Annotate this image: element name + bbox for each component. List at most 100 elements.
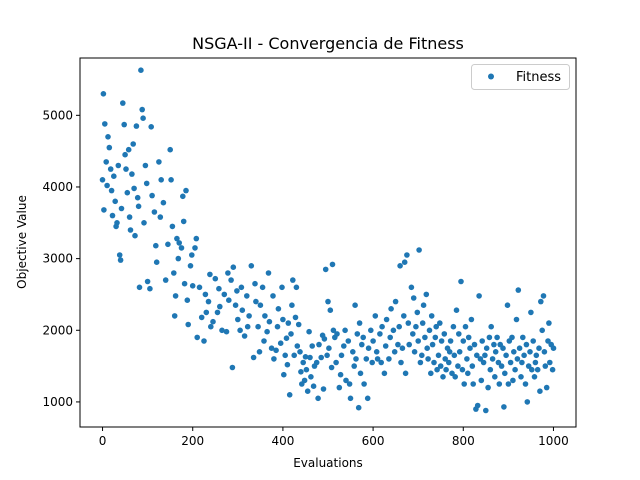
data-point <box>498 363 505 369</box>
data-point <box>410 331 416 337</box>
data-point <box>334 331 340 337</box>
data-point <box>246 313 252 319</box>
data-point <box>423 291 430 298</box>
data-point <box>192 245 198 251</box>
data-point <box>381 370 388 377</box>
data-point <box>106 144 113 151</box>
data-point <box>503 352 509 359</box>
data-point <box>268 345 275 352</box>
data-point <box>318 354 325 361</box>
data-point <box>539 327 545 334</box>
data-point <box>280 316 286 323</box>
data-point <box>382 343 389 349</box>
data-point <box>406 341 413 348</box>
data-point <box>275 306 282 312</box>
data-point <box>125 146 132 153</box>
data-point <box>377 331 383 337</box>
data-point <box>266 318 273 325</box>
data-point <box>357 370 364 377</box>
data-point <box>369 359 376 366</box>
data-point <box>295 321 302 328</box>
data-point <box>471 341 478 348</box>
data-point <box>478 377 485 384</box>
data-point <box>165 241 171 248</box>
data-point <box>221 291 228 298</box>
data-point <box>238 284 245 291</box>
data-point <box>528 309 534 316</box>
data-point <box>202 291 209 298</box>
data-point <box>144 278 151 285</box>
data-point <box>171 270 177 276</box>
data-point <box>294 343 301 349</box>
data-point <box>180 193 186 200</box>
data-point <box>114 220 120 226</box>
data-point <box>248 263 255 269</box>
data-point <box>395 341 401 348</box>
data-point <box>184 297 191 304</box>
data-point <box>397 263 403 269</box>
y-tick-label: 5000 <box>42 108 73 122</box>
data-point <box>219 327 225 334</box>
data-point <box>259 284 266 291</box>
data-point <box>244 293 250 299</box>
data-point <box>441 331 448 337</box>
data-point <box>300 359 307 366</box>
data-point <box>451 352 458 359</box>
data-point <box>330 327 337 334</box>
data-point <box>477 356 484 362</box>
data-point <box>433 323 440 330</box>
data-point <box>157 214 164 220</box>
data-point <box>401 313 407 319</box>
data-point <box>347 395 354 402</box>
data-point <box>313 359 320 366</box>
data-point <box>308 374 314 380</box>
data-point <box>434 366 440 373</box>
data-point <box>530 338 536 344</box>
data-point <box>422 334 428 341</box>
data-point <box>271 356 277 362</box>
data-point <box>420 302 427 309</box>
data-point <box>292 314 299 321</box>
data-point <box>546 320 552 326</box>
data-point <box>511 349 517 355</box>
data-point <box>396 323 403 330</box>
data-point <box>151 209 158 215</box>
data-point <box>234 288 240 294</box>
data-point <box>147 285 153 292</box>
data-point <box>386 356 392 362</box>
data-point <box>255 323 261 330</box>
data-point <box>129 171 135 177</box>
data-point <box>282 352 289 359</box>
data-point <box>453 307 460 314</box>
data-point <box>426 327 433 334</box>
data-point <box>405 320 412 326</box>
data-point <box>354 331 361 337</box>
data-point <box>104 182 110 189</box>
data-point <box>274 323 281 330</box>
data-point <box>189 252 195 258</box>
x-tick-label: 800 <box>452 434 475 448</box>
data-point <box>429 341 436 348</box>
data-point <box>139 106 145 113</box>
data-point <box>333 359 339 366</box>
data-point <box>291 352 298 359</box>
data-point <box>133 123 140 129</box>
data-point <box>474 352 480 359</box>
data-point <box>507 359 514 366</box>
data-point <box>404 252 410 258</box>
data-point <box>374 356 381 362</box>
data-point <box>492 374 498 380</box>
data-point <box>363 356 370 362</box>
data-point <box>414 309 421 316</box>
data-point <box>408 284 415 291</box>
data-point <box>175 255 182 262</box>
data-point <box>327 307 334 314</box>
data-point <box>329 261 336 268</box>
data-point <box>536 345 542 352</box>
data-point <box>489 356 496 362</box>
data-point <box>158 177 164 183</box>
data-point <box>550 345 557 352</box>
data-point <box>123 166 129 172</box>
data-point <box>315 395 321 402</box>
data-point <box>131 185 137 192</box>
